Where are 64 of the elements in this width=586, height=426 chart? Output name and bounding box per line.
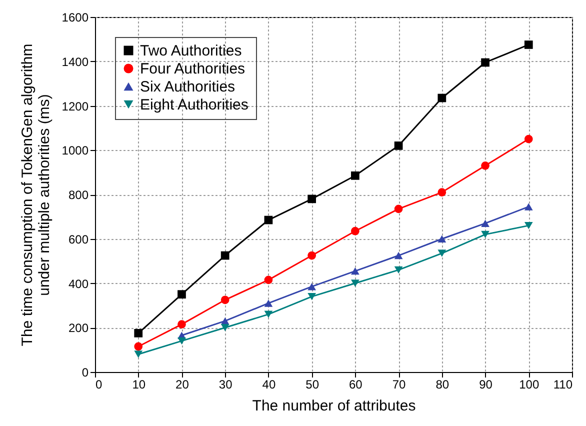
- point: [524, 40, 533, 49]
- point: [220, 296, 230, 304]
- point: [438, 94, 446, 102]
- point: [308, 282, 316, 290]
- point: [264, 310, 273, 318]
- point: [308, 292, 316, 300]
- point: [220, 251, 230, 260]
- point: [438, 235, 446, 242]
- legend-label: Six Authorities: [140, 78, 236, 96]
- point: [481, 58, 490, 67]
- x-tick-label: 10: [132, 378, 146, 392]
- y-axis-title: The time consumption of TokenGen algorithm under multiple authorities (ms): [18, 44, 53, 346]
- point: [481, 230, 490, 238]
- point: [308, 194, 316, 204]
- y-tick-label: 1400: [62, 54, 89, 69]
- y-tick-label: 800: [68, 188, 89, 202]
- point: [394, 204, 403, 214]
- point: [394, 142, 403, 150]
- x-tick-label: 60: [349, 378, 363, 392]
- point: [178, 320, 186, 328]
- point: [351, 226, 360, 236]
- point: [438, 188, 446, 196]
- point: [264, 276, 273, 284]
- x-tick-label: 100: [519, 378, 540, 392]
- point: [524, 222, 533, 230]
- point: [524, 203, 533, 210]
- point: [134, 342, 143, 351]
- y-tick-label: 600: [68, 232, 89, 246]
- x-tick-label: 0: [96, 378, 102, 392]
- point: [438, 250, 446, 257]
- y-tick-label: 200: [68, 321, 89, 336]
- x-tick-label: 20: [176, 378, 190, 392]
- x-tick-label: 70: [392, 378, 406, 392]
- x-tick-label: 50: [306, 378, 320, 392]
- point: [394, 252, 403, 260]
- y-tick-label: 1600: [62, 10, 89, 24]
- point: [134, 328, 143, 338]
- point: [351, 267, 360, 275]
- point: [481, 161, 490, 170]
- point: [351, 280, 360, 287]
- point: [351, 171, 360, 180]
- x-axis-title: The number of attributes: [252, 398, 416, 414]
- point: [220, 324, 230, 332]
- x-tick-label: 90: [479, 378, 493, 392]
- x-tick-label: 80: [436, 378, 450, 392]
- legend-label: Eight Authorities: [140, 96, 248, 114]
- legend-label: Two Authorities: [140, 42, 242, 60]
- point: [178, 290, 186, 299]
- legend-label: Four Authorities: [140, 60, 246, 78]
- point: [134, 350, 143, 358]
- point: [178, 337, 186, 345]
- x-tick-label: 30: [218, 378, 233, 392]
- y-tick-label: 1200: [62, 99, 89, 114]
- y-tick-label: 400: [68, 276, 89, 291]
- point: [264, 216, 273, 224]
- x-tick-label: 110: [553, 378, 573, 392]
- x-tick-label: 40: [262, 378, 276, 392]
- point: [264, 300, 273, 307]
- point: [308, 251, 316, 260]
- y-tick-label: 1000: [62, 144, 89, 158]
- y-tick-label: 0: [82, 366, 89, 380]
- point: [524, 134, 533, 144]
- point: [394, 266, 403, 274]
- point: [481, 220, 490, 227]
